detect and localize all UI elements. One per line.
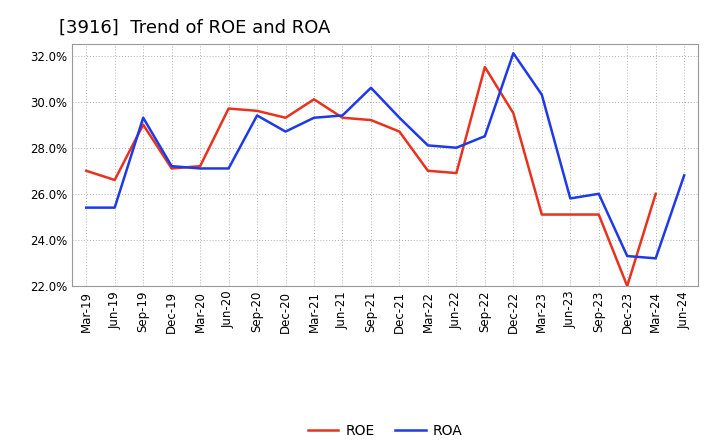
Line: ROE: ROE (86, 67, 656, 286)
ROE (110, 177, 119, 183)
ROE (196, 164, 204, 169)
ROA (82, 205, 91, 210)
ROA (623, 253, 631, 259)
ROE (82, 168, 91, 173)
ROA (509, 51, 518, 56)
ROA (196, 166, 204, 171)
ROA (366, 85, 375, 91)
ROE (566, 212, 575, 217)
Text: [3916]  Trend of ROE and ROA: [3916] Trend of ROE and ROA (60, 19, 331, 37)
ROE (623, 283, 631, 289)
ROE (253, 108, 261, 114)
ROA (225, 166, 233, 171)
ROA (139, 115, 148, 121)
Line: ROA: ROA (86, 53, 684, 258)
ROA (253, 113, 261, 118)
ROE (537, 212, 546, 217)
ROA (595, 191, 603, 196)
ROA (282, 129, 290, 134)
ROE (167, 166, 176, 171)
ROE (225, 106, 233, 111)
Legend: ROE, ROA: ROE, ROA (302, 419, 468, 440)
ROA (566, 196, 575, 201)
ROE (139, 122, 148, 127)
ROA (423, 143, 432, 148)
ROE (509, 110, 518, 116)
ROA (452, 145, 461, 150)
ROE (366, 117, 375, 123)
ROA (167, 164, 176, 169)
ROA (652, 256, 660, 261)
ROE (595, 212, 603, 217)
ROE (452, 170, 461, 176)
ROA (537, 92, 546, 97)
ROE (338, 115, 347, 121)
ROE (652, 191, 660, 196)
ROE (395, 129, 404, 134)
ROA (310, 115, 318, 121)
ROA (110, 205, 119, 210)
ROE (423, 168, 432, 173)
ROE (480, 64, 489, 70)
ROA (480, 134, 489, 139)
ROA (680, 173, 688, 178)
ROA (395, 115, 404, 121)
ROE (282, 115, 290, 121)
ROA (338, 113, 347, 118)
ROE (310, 97, 318, 102)
